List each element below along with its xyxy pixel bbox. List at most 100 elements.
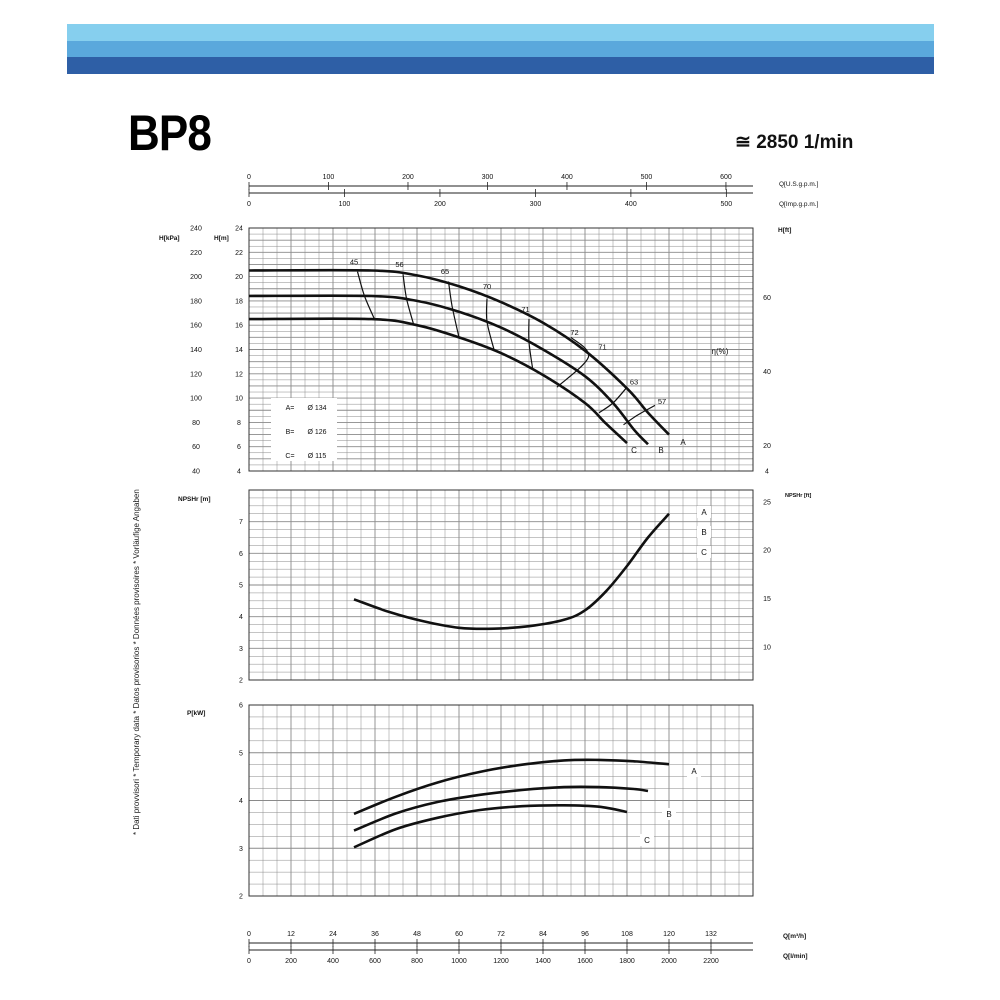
head-kpa-axis-label: H[kPa] — [159, 235, 180, 242]
npsh-curve-label-C: C — [701, 548, 707, 557]
usgpm-tick-label: 300 — [482, 174, 494, 181]
banner-stripe-light — [67, 24, 934, 41]
banner-stripe-dark — [67, 57, 934, 74]
power-tick-label: 5 — [239, 750, 243, 757]
head-curve-label-A: A — [680, 438, 686, 447]
usgpm-tick-label: 100 — [323, 174, 335, 181]
m3h-tick-label: 24 — [329, 931, 337, 938]
m3h-tick-label: 108 — [621, 931, 633, 938]
efficiency-iso-line — [485, 298, 495, 350]
m3h-tick-label: 132 — [705, 931, 717, 938]
head-kpa-tick-label: 180 — [190, 298, 202, 305]
usgpm-tick-label: 400 — [561, 174, 573, 181]
m3h-tick-label: 0 — [247, 931, 251, 938]
power-curve-C — [353, 803, 628, 849]
lmin-tick-label: 1600 — [577, 958, 593, 965]
head-m-tick-label: 6 — [237, 444, 241, 451]
power-tick-label: 4 — [239, 798, 243, 805]
m3h-tick-label: 96 — [581, 931, 589, 938]
efficiency-iso-line — [402, 274, 415, 325]
head-kpa-tick-label: 60 — [192, 444, 200, 451]
head-kpa-tick-label: 40 — [192, 469, 200, 476]
head-ft-tick-label: 60 — [763, 295, 771, 302]
usgpm-tick-label: 0 — [247, 174, 251, 181]
lmin-tick-label: 1000 — [451, 958, 467, 965]
m3h-tick-label: 120 — [663, 931, 675, 938]
lmin-tick-label: 400 — [327, 958, 339, 965]
efficiency-axis-label: η(%) — [712, 347, 729, 356]
diameter-legend-value: Ø 115 — [308, 453, 327, 460]
head-m-tick-label: 8 — [237, 420, 241, 427]
npsh-curve-label-bg — [697, 526, 711, 538]
head-ft-tick-label: 4 — [765, 469, 769, 476]
power-curve-A — [353, 758, 670, 816]
head-m-tick-label: 18 — [235, 298, 243, 305]
impgpm-tick-label: 0 — [247, 201, 251, 208]
head-m-tick-label: 4 — [237, 469, 241, 476]
usgpm-tick-label: 200 — [402, 174, 414, 181]
lmin-tick-label: 1200 — [493, 958, 509, 965]
diameter-legend-curve: B= — [286, 429, 295, 436]
efficiency-label: 63 — [630, 378, 638, 387]
head-ft-axis-label: H[ft] — [778, 227, 791, 234]
head-kpa-tick-label: 240 — [190, 226, 202, 233]
head-kpa-tick-label: 160 — [190, 323, 202, 330]
lmin-tick-label: 2200 — [703, 958, 719, 965]
efficiency-iso-line — [623, 404, 656, 426]
power-curve-label-C: C — [644, 836, 650, 845]
banner-stripe-mid — [67, 41, 934, 57]
m3h-axis-label: Q[m³/h] — [783, 933, 806, 940]
npsh-ft-tick-label: 20 — [763, 548, 771, 555]
efficiency-label: 70 — [483, 282, 491, 291]
lmin-tick-label: 1400 — [535, 958, 551, 965]
npsh-m-tick-label: 5 — [239, 583, 243, 590]
npsh-m-axis-label: NPSHr [m] — [178, 496, 211, 503]
power-tick-label: 3 — [239, 846, 243, 853]
npsh-curve-label-B: B — [701, 528, 706, 537]
head-m-axis-label: H[m] — [214, 235, 229, 242]
power-tick-label: 2 — [239, 894, 243, 901]
npsh-ft-tick-label: 15 — [763, 596, 771, 603]
efficiency-label: 45 — [350, 257, 358, 266]
npsh-curve-label-bg — [697, 546, 711, 558]
lmin-tick-label: 200 — [285, 958, 297, 965]
efficiency-iso-line — [356, 271, 376, 321]
lmin-tick-label: 800 — [411, 958, 423, 965]
header-banner — [67, 24, 934, 74]
usgpm-tick-label: 600 — [720, 174, 732, 181]
diameter-legend-curve: C= — [285, 453, 294, 460]
head-m-tick-label: 12 — [235, 371, 243, 378]
npsh-ft-tick-label: 10 — [763, 644, 771, 651]
m3h-tick-label: 84 — [539, 931, 547, 938]
efficiency-label: 65 — [441, 267, 449, 276]
lmin-axis-label: Q[l/min] — [783, 953, 808, 960]
head-m-tick-label: 14 — [235, 347, 243, 354]
impgpm-tick-label: 400 — [625, 201, 637, 208]
speed-label: ≅ 2850 1/min — [735, 132, 854, 153]
page-title: BP8 — [128, 105, 212, 161]
head-m-tick-label: 20 — [235, 274, 243, 281]
diameter-legend-value: Ø 126 — [307, 429, 326, 436]
power-grid — [248, 704, 754, 897]
impgpm-tick-label: 100 — [339, 201, 351, 208]
diameter-legend-value: Ø 134 — [307, 405, 326, 412]
power-tick-label: 6 — [239, 703, 243, 710]
power-curve-label-A: A — [691, 767, 697, 776]
head-curve-A — [248, 268, 670, 436]
impgpm-tick-label: 200 — [434, 201, 446, 208]
power-curve-label-bg — [640, 834, 654, 846]
efficiency-iso-line — [556, 336, 590, 388]
head-m-tick-label: 24 — [235, 226, 243, 233]
head-m-tick-label: 10 — [235, 396, 243, 403]
head-ft-tick-label: 20 — [763, 443, 771, 450]
head-kpa-tick-label: 80 — [192, 420, 200, 427]
efficiency-iso-line — [598, 386, 628, 414]
lmin-tick-label: 2000 — [661, 958, 677, 965]
impgpm-tick-label: 300 — [530, 201, 542, 208]
diameter-legend-curve: A= — [286, 405, 295, 412]
npsh-curve-label-bg — [697, 506, 711, 518]
head-curve-label-B: B — [658, 446, 663, 455]
head-m-tick-label: 16 — [235, 323, 243, 330]
m3h-tick-label: 48 — [413, 931, 421, 938]
npsh-grid — [248, 489, 754, 681]
